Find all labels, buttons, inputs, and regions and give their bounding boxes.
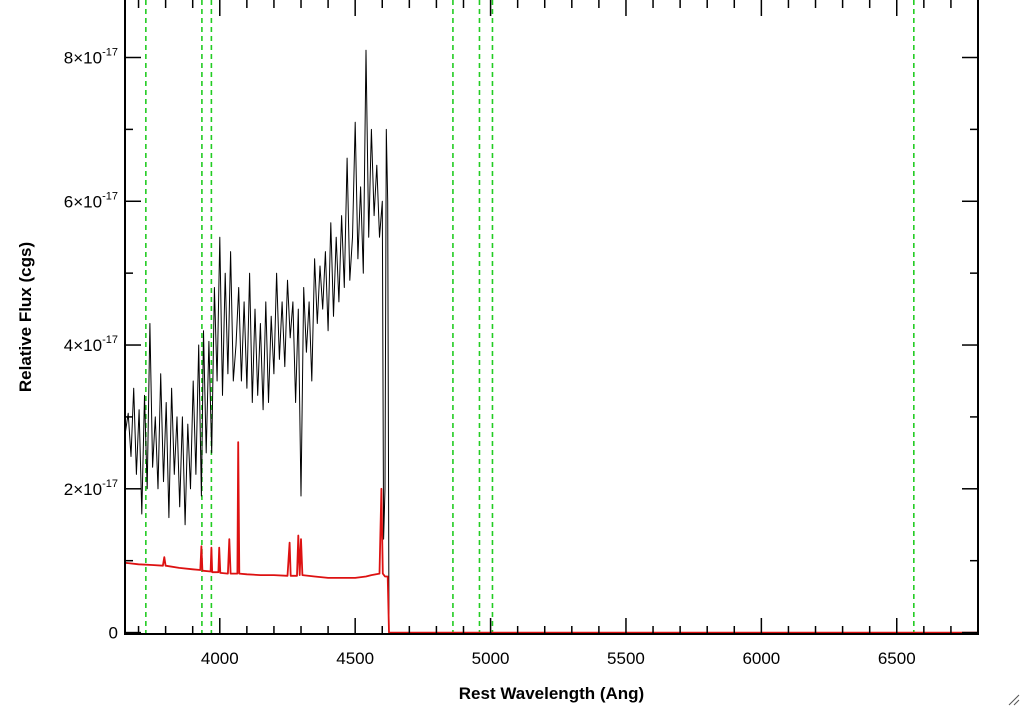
x-tick-label: 6500 <box>878 649 916 668</box>
x-tick-label: 6000 <box>742 649 780 668</box>
emission-line-markers <box>145 0 915 634</box>
y-tick-label: 8×10-17 <box>64 47 118 68</box>
x-tick-label: 5500 <box>607 649 645 668</box>
data-series <box>124 49 978 634</box>
x-tick-label: 4000 <box>201 649 239 668</box>
x-axis-ticks <box>137 0 979 634</box>
x-axis-tick-labels: 4000 4500 5000 5500 6000 6500 <box>201 649 916 668</box>
series-line-0 <box>124 49 390 633</box>
y-tick-label: 0 <box>109 624 118 643</box>
resize-grip-icon[interactable] <box>1006 692 1020 706</box>
y-tick-label: 2×10-17 <box>64 478 118 499</box>
y-axis-ticks <box>125 56 978 634</box>
y-tick-label: 6×10-17 <box>64 190 118 211</box>
x-tick-label: 4500 <box>336 649 374 668</box>
y-tick-label: 4×10-17 <box>64 334 118 355</box>
x-tick-label: 5000 <box>472 649 510 668</box>
x-axis-title: Rest Wavelength (Ang) <box>459 684 644 703</box>
series-line-1 <box>124 441 978 634</box>
y-axis-tick-labels: 0 2×10-17 4×10-17 6×10-17 8×10-17 <box>64 47 118 643</box>
plot-frame <box>124 0 979 635</box>
y-axis-title: Relative Flux (cgs) <box>16 242 35 392</box>
